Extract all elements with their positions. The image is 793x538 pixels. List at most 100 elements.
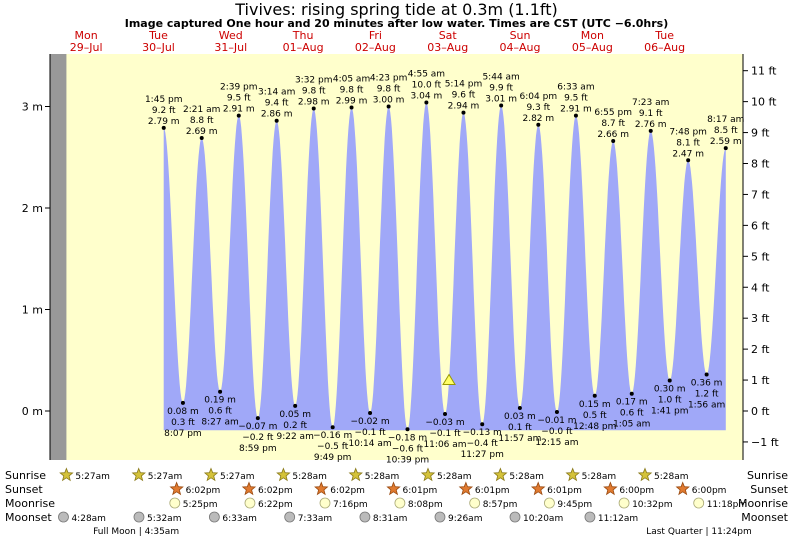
- day-label: Fri: [369, 29, 382, 42]
- high-tide-time: 8:17 am: [707, 115, 744, 125]
- date-label: 04–Aug: [500, 41, 541, 54]
- moonrise-row-label-right: Moonrise: [738, 497, 788, 510]
- high-tide-metres: 2.79 m: [148, 117, 180, 127]
- high-tide-metres: 3.00 m: [373, 96, 405, 106]
- low-tide-metres: −0.03 m: [425, 418, 464, 428]
- moonset-icon: [359, 511, 371, 523]
- sunset-row-label-right: Sunset: [750, 483, 788, 496]
- day-label: Mon: [75, 29, 98, 42]
- sunset-time: 6:01pm: [547, 486, 582, 496]
- chart-subtitle: Image captured One hour and 20 minutes a…: [124, 17, 669, 30]
- low-tide-feet: 0.3 ft: [171, 418, 195, 428]
- low-tide-feet: −0.5 ft: [317, 442, 349, 452]
- low-tide-feet: 1.0 ft: [658, 396, 682, 406]
- high-tide-point: [499, 103, 504, 108]
- moonset-time: 6:33am: [222, 514, 256, 524]
- low-tide-point: [704, 372, 709, 377]
- high-tide-feet: 9.9 ft: [489, 83, 513, 93]
- high-tide-point: [573, 113, 578, 118]
- right-axis-tick-label: 4 ft: [751, 281, 770, 294]
- moonset-icon: [284, 511, 296, 523]
- sunrise-icon: [637, 467, 653, 482]
- low-tide-metres: 0.30 m: [654, 385, 686, 395]
- day-label: Sat: [439, 29, 458, 42]
- moonrise-time: 9:45pm: [557, 500, 592, 510]
- high-tide-metres: 2.86 m: [261, 110, 293, 120]
- low-tide-point: [330, 425, 335, 430]
- high-tide-metres: 2.69 m: [186, 127, 218, 137]
- moonset-time: 8:31am: [373, 514, 408, 524]
- low-tide-feet: −0.1 ft: [354, 428, 386, 438]
- moonset-time: 9:26am: [448, 514, 483, 524]
- high-tide-point: [311, 106, 316, 111]
- right-axis-tick-label: 11 ft: [751, 65, 777, 78]
- day-label: Tue: [148, 29, 168, 42]
- sunset-icon: [386, 481, 401, 496]
- sunset-icon: [169, 481, 184, 496]
- high-tide-time: 5:44 am: [482, 72, 519, 82]
- sunset-row-label-left: Sunset: [5, 483, 43, 496]
- low-tide-metres: −0.13 m: [463, 428, 502, 438]
- sunrise-icon: [276, 467, 291, 482]
- sunset-icon: [241, 481, 257, 496]
- low-tide-metres: 0.36 m: [691, 378, 723, 388]
- sunrise-time: 5:27am: [75, 472, 110, 482]
- low-tide-feet: −0.1 ft: [429, 429, 461, 439]
- moonrise-icon: [693, 497, 705, 509]
- sunset-icon: [314, 481, 329, 496]
- moonset-icon: [133, 511, 145, 523]
- sunrise-time: 5:28am: [437, 472, 472, 482]
- high-tide-time: 4:05 am: [333, 75, 370, 85]
- high-tide-point: [723, 146, 728, 151]
- moonrise-icon: [618, 497, 630, 509]
- low-tide-feet: −0.0 ft: [541, 427, 573, 437]
- sunrise-time: 5:28am: [509, 472, 544, 482]
- low-tide-point: [629, 391, 634, 396]
- moonrise-icon: [244, 497, 256, 509]
- high-tide-time: 7:23 am: [632, 98, 669, 108]
- moonset-icon: [58, 511, 69, 523]
- high-tide-feet: 9.1 ft: [639, 109, 663, 119]
- high-tide-point: [199, 135, 204, 140]
- low-tide-time: 10:39 pm: [386, 455, 429, 465]
- moonrise-icon: [544, 497, 555, 509]
- high-tide-time: 4:23 pm: [370, 74, 408, 84]
- right-axis-tick-label: 10 ft: [751, 96, 777, 109]
- low-tide-metres: −0.02 m: [350, 417, 389, 427]
- sunrise-icon: [565, 467, 580, 482]
- high-tide-point: [424, 100, 429, 105]
- moonset-time: 4:28am: [71, 514, 106, 524]
- high-tide-feet: 10.0 ft: [412, 80, 442, 90]
- low-tide-metres: −0.16 m: [313, 431, 352, 441]
- high-tide-metres: 2.82 m: [522, 114, 554, 124]
- low-tide-time: 8:27 am: [201, 418, 238, 428]
- low-tide-time: 9:22 am: [276, 432, 313, 442]
- high-tide-feet: 9.5 ft: [227, 94, 251, 104]
- sunset-time: 6:02pm: [258, 486, 293, 496]
- low-tide-point: [368, 411, 373, 416]
- day-label: Tue: [654, 29, 674, 42]
- moonrise-time: 10:32pm: [632, 500, 672, 510]
- low-tide-point: [592, 393, 597, 398]
- moonset-time: 10:20am: [523, 514, 563, 524]
- high-tide-metres: 2.94 m: [448, 102, 480, 112]
- tide-area: [163, 102, 726, 431]
- sunrise-row-label-right: Sunrise: [747, 469, 788, 482]
- low-tide-time: 9:49 pm: [314, 453, 352, 463]
- moonset-icon: [208, 511, 220, 523]
- low-tide-point: [554, 410, 559, 415]
- right-axis-tick-label: 5 ft: [751, 250, 770, 263]
- low-tide-time: 10:14 am: [349, 439, 392, 449]
- low-tide-point: [405, 427, 410, 432]
- high-tide-feet: 9.8 ft: [340, 86, 364, 96]
- sunset-icon: [675, 481, 690, 496]
- low-tide-metres: −0.01 m: [537, 416, 576, 426]
- right-axis-tick-label: 0 ft: [751, 405, 770, 418]
- right-axis-tick-label: 9 ft: [751, 127, 770, 140]
- high-tide-feet: 8.8 ft: [190, 116, 214, 126]
- moonrise-time: 11:18pm: [707, 500, 747, 510]
- moonset-row-label-left: Moonset: [5, 511, 52, 524]
- day-label: Thu: [292, 29, 314, 42]
- high-tide-metres: 2.98 m: [298, 98, 330, 108]
